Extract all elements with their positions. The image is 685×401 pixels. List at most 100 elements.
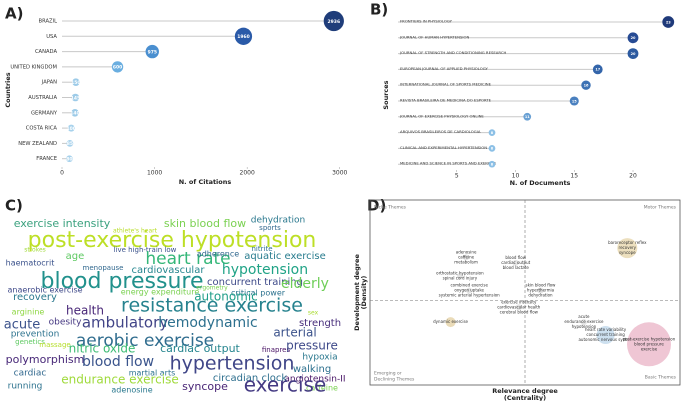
word: cardiovascular — [132, 265, 206, 276]
point — [569, 96, 579, 106]
panel-label: A) — [5, 5, 23, 23]
word: exercise intensity — [14, 217, 111, 230]
value-label: 16 — [584, 84, 589, 88]
y-axis-label: Sources — [382, 80, 390, 109]
category-label: JOURNAL OF HUMAN HYPERTENSION — [399, 34, 470, 39]
word: acute — [4, 318, 40, 333]
category-label: NEW ZEALAND — [18, 141, 57, 147]
category-label: EUROPEAN JOURNAL OF APPLIED PHYSIOLOGY — [400, 66, 488, 71]
point — [662, 16, 675, 28]
x-tick-label: 20 — [629, 173, 637, 180]
word: prevention — [11, 330, 60, 340]
cluster-label: skin blood flow — [526, 283, 557, 288]
value-label: 140 — [70, 111, 79, 117]
point — [71, 93, 80, 102]
value-label: 975 — [148, 49, 157, 55]
panel-label: C) — [5, 197, 23, 215]
category-label: COSTA RICA — [26, 126, 58, 132]
cluster-bubble — [463, 254, 470, 261]
word: adherence — [197, 250, 239, 259]
cluster-label: hyperthermia — [527, 288, 555, 293]
cluster-bubble — [445, 317, 456, 328]
point — [627, 48, 639, 59]
word: hypertension — [170, 353, 295, 375]
point — [111, 61, 124, 73]
cluster-bubble — [466, 287, 473, 294]
cluster-label: autonomic nervous system — [578, 337, 632, 342]
word: energy expenditure — [121, 288, 200, 297]
category-label: JOURNAL OF STRENGTH AND CONDITIONING RES… — [399, 50, 506, 55]
cluster-label: concurrent training — [586, 332, 625, 337]
cluster-bubble — [627, 322, 671, 367]
word: critical power — [231, 289, 286, 298]
x-tick-label: 0 — [60, 170, 64, 177]
word: resistance exercise — [121, 295, 303, 317]
cluster-label: orthostatic hypotension — [436, 270, 484, 275]
category-label: GERMANY — [31, 110, 58, 116]
quadrant-label: Emerging or — [374, 371, 402, 377]
value-label: 2936 — [328, 19, 341, 25]
word: athlete's heart — [113, 228, 158, 235]
cluster-bubble — [456, 272, 463, 279]
quadrant-label: Basic Themes — [645, 375, 677, 381]
word: sex — [308, 310, 319, 317]
cluster-label: cerebral blood flow — [500, 309, 539, 314]
word: hypotension — [222, 262, 308, 278]
cluster-bubble — [596, 326, 615, 345]
word: anaerobic exercise — [7, 286, 82, 295]
point — [234, 27, 253, 45]
word: running — [8, 382, 43, 392]
point — [488, 145, 496, 152]
point — [145, 44, 159, 59]
word: recovery — [13, 292, 57, 303]
word: nitrite — [252, 245, 273, 253]
word: genetics — [15, 338, 45, 346]
cluster-label: recovery — [619, 245, 637, 250]
word: concurrent training — [207, 277, 303, 288]
x-axis-label: N. of Citations — [179, 178, 232, 186]
cluster-label: dehydration — [528, 293, 553, 298]
category-label: MEDICINE AND SCIENCE IN SPORTS AND EXERC… — [400, 161, 497, 166]
word: adenosine — [111, 386, 152, 395]
point — [66, 155, 73, 163]
x-tick-label: 10 — [512, 173, 520, 180]
word: menopause — [83, 264, 124, 272]
cluster-label: systemic arterial hypertension — [439, 293, 501, 298]
word: hemodynamic — [158, 315, 258, 331]
cluster-bubble — [537, 287, 544, 294]
word: blood flow — [82, 354, 154, 370]
word: age — [66, 251, 85, 262]
cluster-label: acute — [578, 314, 590, 319]
word: aerobic exercise — [76, 331, 214, 351]
value-label: 8 — [491, 147, 494, 151]
value-label: 85 — [67, 141, 73, 147]
cluster-label: blood pressure — [634, 341, 664, 346]
category-label: CANADA — [35, 49, 58, 55]
cluster-label: baroreceptor reflex — [608, 240, 647, 245]
cluster-label: blood flow — [505, 255, 526, 260]
word: blood pressure — [41, 269, 204, 294]
value-label: 8 — [491, 163, 494, 167]
cluster-bubble — [512, 259, 519, 266]
word: aquatic exercise — [244, 251, 326, 262]
word: martial arts — [129, 369, 176, 378]
category-label: ARQUIVOS BRASILEIROS DE CARDIOLOGIA — [400, 129, 481, 134]
point — [592, 64, 603, 75]
category-label: UNITED KINGDOM — [10, 64, 57, 70]
word: strokes — [24, 247, 46, 254]
word: arterial — [273, 326, 316, 340]
quadrant-label: Declining Themes — [374, 377, 415, 383]
word: arginine — [12, 308, 45, 317]
word: post-exercise hypotension — [28, 228, 317, 253]
word: cardiac output — [160, 342, 240, 355]
word: obesity — [49, 318, 82, 328]
category-label: AUSTRALIA — [28, 95, 57, 101]
category-label: INTERNATIONAL JOURNAL OF SPORTS MEDICINE — [400, 82, 492, 87]
word: walking — [293, 364, 331, 375]
value-label: 23 — [666, 20, 671, 24]
word: sports — [259, 224, 281, 232]
x-axis-label: N. of Documents — [510, 179, 571, 187]
y-axis-label: Development degree — [353, 254, 361, 331]
x-axis-label: (Centrality) — [504, 394, 546, 401]
cluster-label: endurance exercise — [564, 319, 604, 324]
